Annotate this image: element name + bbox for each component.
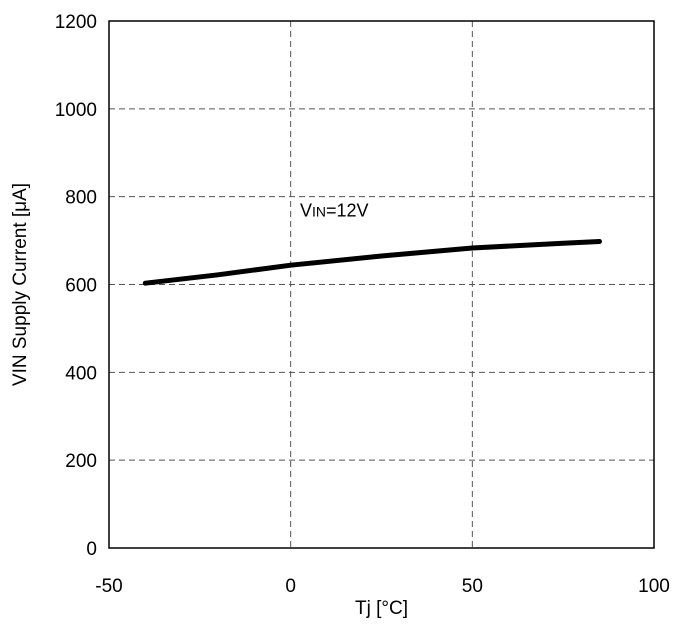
x-axis-label: Tj [°C] <box>355 598 408 619</box>
y-tick-label: 1200 <box>55 12 97 33</box>
y-tick-label: 600 <box>65 276 97 297</box>
y-tick-label: 400 <box>65 363 97 384</box>
x-tick-label: 50 <box>462 576 483 597</box>
x-tick-label: -50 <box>95 576 122 597</box>
y-tick-label: 1000 <box>55 100 97 121</box>
y-tick-label: 0 <box>86 539 97 560</box>
x-tick-label: 0 <box>285 576 296 597</box>
tick-labels: 0 200 400 600 800 1000 1200 -50 0 50 100 <box>55 12 670 597</box>
y-axis-label: VIN Supply Current [μA] <box>10 183 31 386</box>
y-tick-label: 200 <box>65 451 97 472</box>
annotations: VIN=12V <box>300 200 369 220</box>
x-tick-label: 100 <box>638 576 670 597</box>
plot-area-frame <box>108 20 655 549</box>
y-tick-label: 800 <box>65 188 97 209</box>
series-line-0 <box>142 239 602 286</box>
series-layer <box>142 239 602 286</box>
grid-lines <box>109 21 654 548</box>
annotation-label: VIN=12V <box>300 200 369 220</box>
